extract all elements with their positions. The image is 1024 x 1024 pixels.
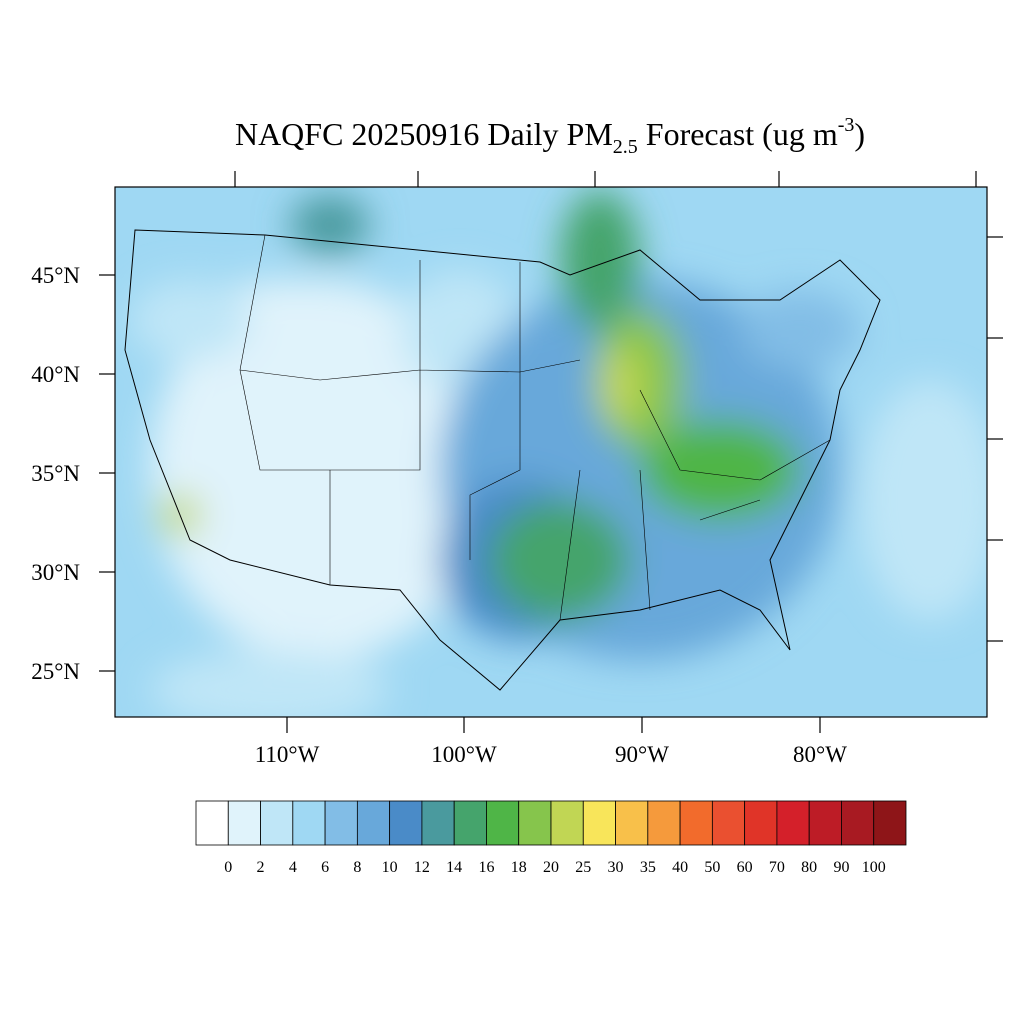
colorbar-box <box>453 800 487 846</box>
colorbar-box <box>486 800 520 846</box>
colorbar-label: 40 <box>672 859 688 876</box>
colorbar-label: 100 <box>862 859 886 876</box>
colorbar-label: 16 <box>478 859 494 876</box>
map-frame <box>114 186 988 718</box>
colorbar-label: 10 <box>382 859 398 876</box>
title-end: ) <box>854 116 865 152</box>
lat-label: 45°N <box>31 263 80 288</box>
title-main: NAQFC 20250916 Daily PM <box>235 116 613 152</box>
colorbar-box <box>711 800 746 846</box>
colorbar-label: 18 <box>511 859 527 876</box>
colorbar-box <box>356 800 391 846</box>
frame-ticks <box>99 171 1003 733</box>
colorbar-label: 25 <box>575 859 591 876</box>
lon-label: 90°W <box>615 742 669 767</box>
colorbar-label: 35 <box>640 859 656 876</box>
colorbar-box <box>292 800 326 846</box>
title: NAQFC 20250916 Daily PM2.5 Forecast (ug … <box>235 114 865 158</box>
colorbar-box <box>679 800 713 846</box>
colorbar-label: 80 <box>801 859 817 876</box>
lat-label: 35°N <box>31 461 80 486</box>
lat-label: 25°N <box>31 659 80 684</box>
colorbar-box <box>841 800 875 846</box>
colorbar-label: 50 <box>704 859 720 876</box>
colorbar-label: 8 <box>353 859 361 876</box>
lat-label: 30°N <box>31 560 80 585</box>
title-after: Forecast (ug m <box>638 116 838 152</box>
colorbar-box <box>421 800 455 846</box>
title-superscript: -3 <box>838 114 855 136</box>
colorbar-box <box>744 800 778 846</box>
colorbar-box <box>550 800 584 846</box>
colorbar-box <box>389 800 423 846</box>
colorbar-label: 12 <box>414 859 430 876</box>
colorbar-box <box>615 800 649 846</box>
colorbar-label: 4 <box>289 859 297 876</box>
colorbar-label: 14 <box>446 859 462 876</box>
colorbar-label: 20 <box>543 859 559 876</box>
colorbar-label: 30 <box>608 859 624 876</box>
colorbar-box <box>582 800 616 846</box>
colorbar-box <box>808 800 842 846</box>
colorbar-label: 90 <box>833 859 849 876</box>
map <box>115 187 987 717</box>
title-subscript: 2.5 <box>613 136 638 158</box>
lon-label: 80°W <box>793 742 847 767</box>
colorbar-label: 6 <box>321 859 329 876</box>
colorbar-box <box>647 800 681 846</box>
colorbar-box <box>260 800 294 846</box>
colorbar-box <box>873 800 907 846</box>
colorbar-box <box>776 800 810 846</box>
colorbar-box <box>227 800 261 846</box>
colorbar-label: 70 <box>769 859 785 876</box>
colorbar-label: 0 <box>224 859 232 876</box>
lon-label: 100°W <box>431 742 497 767</box>
colorbar-box <box>324 800 358 846</box>
colorbar-label: 60 <box>737 859 753 876</box>
colorbar-label: 2 <box>257 859 265 876</box>
lat-label: 40°N <box>31 362 80 387</box>
lon-label: 110°W <box>255 742 320 767</box>
colorbar-box <box>518 800 552 846</box>
colorbar-box <box>195 800 229 846</box>
